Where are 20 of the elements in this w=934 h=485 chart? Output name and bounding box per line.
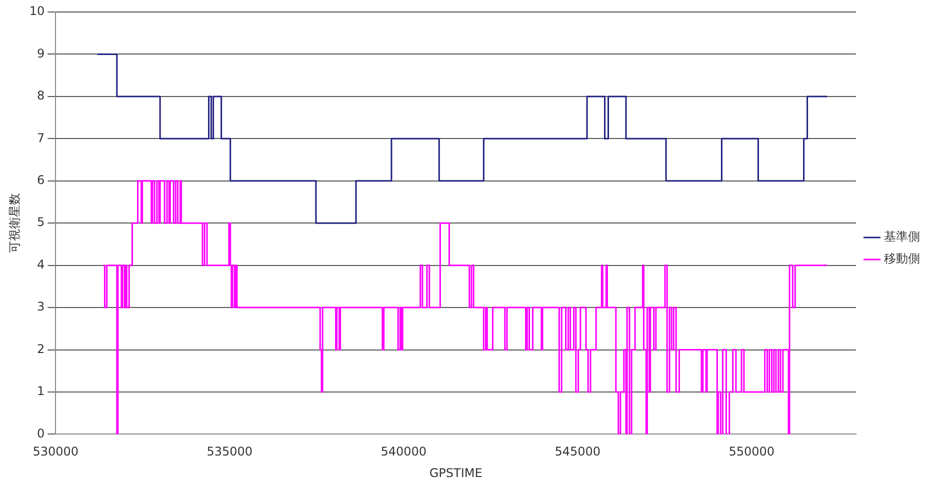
y-tick-label: 5 <box>37 215 45 230</box>
y-tick-label: 7 <box>37 130 45 145</box>
legend-label: 移動側 <box>884 252 920 266</box>
y-tick-label: 10 <box>29 4 45 18</box>
y-axis-title: 可視衛星数 <box>7 193 22 254</box>
x-tick-label: 530000 <box>32 444 79 459</box>
y-tick-label: 9 <box>37 46 45 60</box>
x-tick-label: 545000 <box>554 444 601 459</box>
x-tick-label: 550000 <box>728 444 775 459</box>
y-tick-label: 4 <box>37 257 45 272</box>
y-tick-label: 0 <box>37 426 45 440</box>
y-tick-label: 2 <box>37 342 45 356</box>
x-tick-label: 540000 <box>380 444 427 459</box>
legend-label: 基準側 <box>884 230 920 244</box>
x-tick-label: 535000 <box>206 444 253 459</box>
y-tick-label: 1 <box>37 384 45 398</box>
y-tick-label: 8 <box>37 88 45 103</box>
x-axis-title: GPSTIME <box>429 466 482 480</box>
y-tick-label: 6 <box>37 173 45 188</box>
y-tick-label: 3 <box>37 300 45 314</box>
